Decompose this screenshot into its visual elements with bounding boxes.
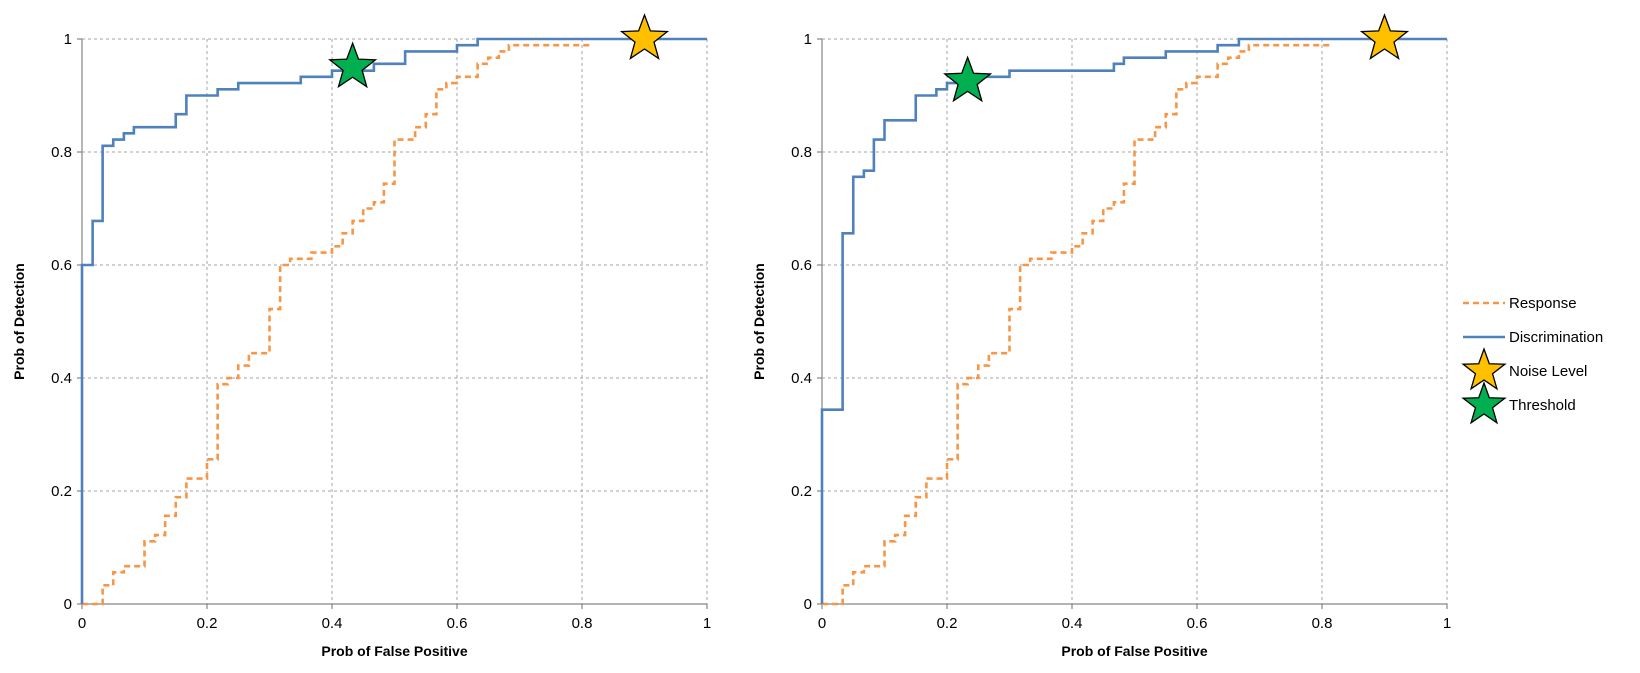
- x-axis-title: Prob of False Positive: [1061, 643, 1207, 659]
- noise-level-star-marker: [619, 13, 670, 60]
- response-series-line: [822, 43, 1333, 606]
- y-tick-label: 0.8: [791, 144, 812, 161]
- x-tick-label: 0.6: [1187, 615, 1208, 632]
- x-tick-label: 0: [818, 615, 826, 632]
- x-tick-label: 0.2: [937, 615, 958, 632]
- discrimination-series-line: [820, 37, 1447, 604]
- chart-legend: Response Discrimination Noise Level Thresho…: [1461, 295, 1603, 425]
- y-tick-label: 1: [804, 31, 812, 48]
- legend-noise-level-star: [1461, 347, 1507, 391]
- y-axis-title: Prob of Detection: [751, 263, 767, 380]
- legend-discrimination-label: Discrimination: [1509, 329, 1603, 346]
- y-tick-label: 0.4: [51, 370, 72, 387]
- x-tick-label: 1: [1443, 615, 1451, 632]
- noise-level-star-marker: [1359, 13, 1410, 60]
- right-roc-chart: 0 0.2 0.4 0.6 0.8 1 0 0.2 0.4 0.6 0.8 1 Prob of Fals…: [751, 13, 1451, 659]
- x-tick-label: 0.4: [322, 615, 343, 632]
- response-series-line: [82, 43, 593, 606]
- x-tick-label: 0.2: [197, 615, 218, 632]
- y-tick-label: 0: [804, 596, 812, 613]
- threshold-star-marker: [328, 41, 378, 89]
- y-tick-label: 0.2: [791, 483, 812, 500]
- y-tick-label: 0.2: [51, 483, 72, 500]
- y-tick-label: 0: [64, 596, 72, 613]
- x-tick-label: 0.6: [447, 615, 468, 632]
- y-tick-label: 0.6: [51, 257, 72, 274]
- x-tick-label: 0.4: [1062, 615, 1083, 632]
- y-tick-label: 0.4: [791, 370, 812, 387]
- x-axis-title: Prob of False Positive: [321, 643, 467, 659]
- legend-threshold-label: Threshold: [1509, 397, 1576, 414]
- y-axis-title: Prob of Detection: [11, 263, 27, 380]
- left-roc-chart: 0 0.2 0.4 0.6 0.8 1 0 0.2 0.4 0.6 0.8 1 Prob of Fals…: [11, 13, 711, 659]
- threshold-star-marker: [943, 55, 993, 103]
- discrimination-series-line: [80, 37, 707, 604]
- x-tick-label: 0.8: [1312, 615, 1333, 632]
- y-tick-label: 1: [64, 31, 72, 48]
- legend-response-label: Response: [1509, 295, 1577, 312]
- legend-noise-level-label: Noise Level: [1509, 363, 1587, 380]
- y-tick-label: 0.8: [51, 144, 72, 161]
- legend-threshold-star: [1461, 381, 1507, 425]
- x-tick-label: 0: [78, 615, 86, 632]
- y-tick-label: 0.6: [791, 257, 812, 274]
- x-tick-label: 1: [703, 615, 711, 632]
- x-tick-label: 0.8: [572, 615, 593, 632]
